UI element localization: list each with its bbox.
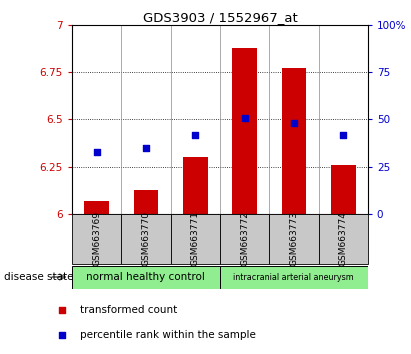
FancyBboxPatch shape — [269, 214, 319, 264]
Text: GSM663773: GSM663773 — [289, 211, 298, 267]
FancyBboxPatch shape — [72, 214, 121, 264]
Text: disease state: disease state — [4, 272, 74, 282]
FancyBboxPatch shape — [72, 266, 220, 289]
Point — [93, 149, 100, 154]
FancyBboxPatch shape — [319, 214, 368, 264]
Point — [241, 115, 248, 120]
Bar — [331, 165, 356, 214]
Text: transformed count: transformed count — [79, 305, 177, 315]
Text: GSM663774: GSM663774 — [339, 211, 348, 267]
Title: GDS3903 / 1552967_at: GDS3903 / 1552967_at — [143, 11, 297, 24]
FancyBboxPatch shape — [121, 214, 171, 264]
Text: percentile rank within the sample: percentile rank within the sample — [79, 330, 255, 339]
FancyBboxPatch shape — [220, 266, 368, 289]
Point — [340, 132, 346, 137]
Bar — [282, 68, 306, 214]
Point — [192, 132, 199, 137]
Bar — [134, 189, 158, 214]
Bar — [232, 47, 257, 214]
Text: intracranial arterial aneurysm: intracranial arterial aneurysm — [233, 273, 354, 281]
FancyBboxPatch shape — [171, 214, 220, 264]
Text: normal healthy control: normal healthy control — [86, 272, 206, 282]
Point — [59, 307, 65, 313]
Bar — [84, 201, 109, 214]
Text: GSM663769: GSM663769 — [92, 211, 101, 267]
Point — [291, 120, 297, 126]
FancyBboxPatch shape — [220, 214, 269, 264]
Point — [143, 145, 149, 151]
Text: GSM663770: GSM663770 — [141, 211, 150, 267]
Text: GSM663771: GSM663771 — [191, 211, 200, 267]
Bar — [183, 157, 208, 214]
Point — [59, 332, 65, 337]
Text: GSM663772: GSM663772 — [240, 211, 249, 267]
